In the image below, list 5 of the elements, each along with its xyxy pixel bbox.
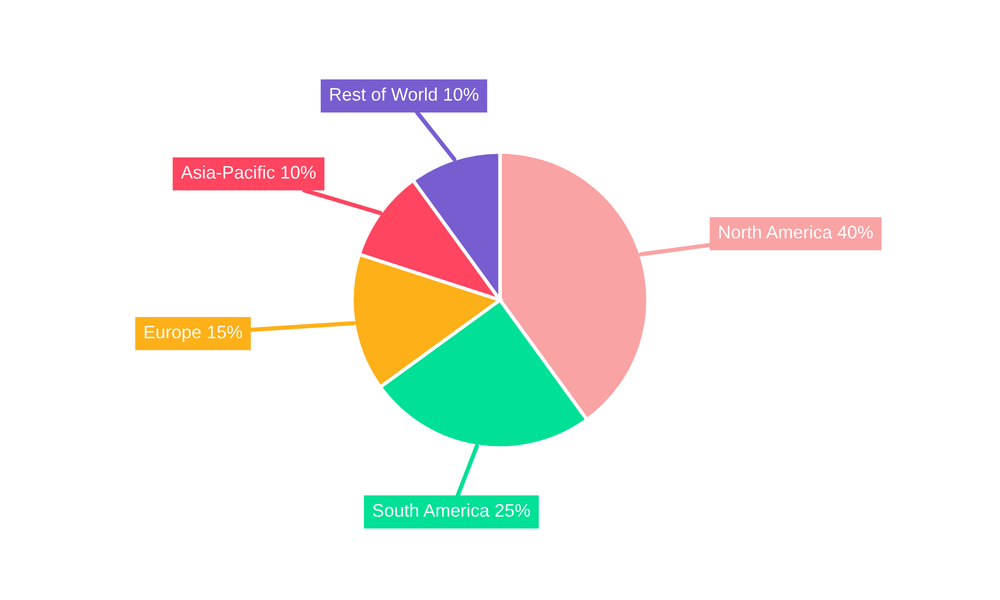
slice-label: Asia-Pacific 10%	[180, 165, 316, 179]
slice-label: North America 40%	[719, 225, 873, 239]
slice-label: Rest of World 10%	[330, 87, 478, 101]
slice-label: South America 25%	[372, 504, 530, 517]
slice-label: Europe 15%	[144, 326, 242, 342]
